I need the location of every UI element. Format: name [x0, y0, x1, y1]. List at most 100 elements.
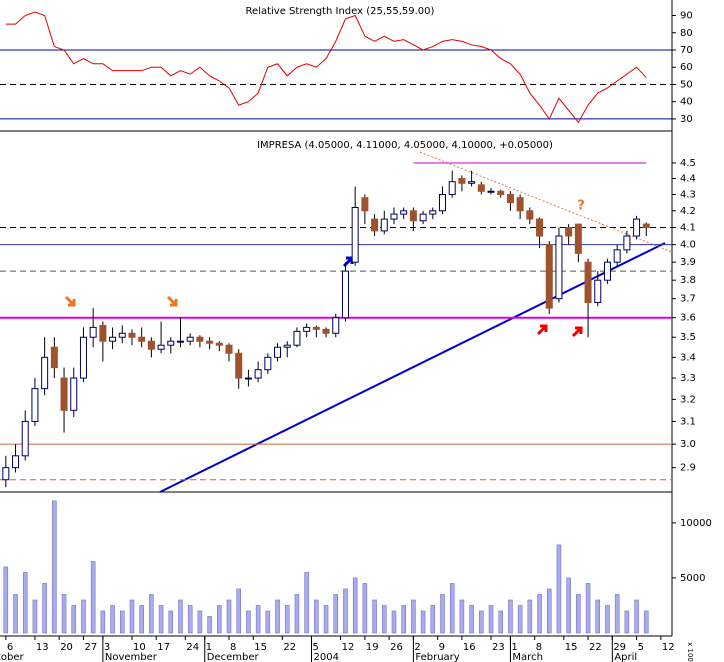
volume-bar [284, 605, 290, 634]
volume-bar [411, 599, 416, 634]
volume-bar [537, 594, 542, 634]
x-tick-label: 17 [157, 642, 170, 653]
candle-body [565, 227, 573, 237]
y-tick-label: 3.4 [680, 352, 696, 363]
volume-bar [129, 599, 135, 634]
volume-bar [508, 599, 513, 634]
volume-bar [304, 572, 309, 634]
x-tick-label: 23 [492, 642, 505, 653]
volume-bar [217, 605, 222, 634]
volume-bar [158, 605, 164, 634]
candle-body [603, 261, 611, 281]
volume-bar [372, 599, 377, 634]
x-tick-label: 8 [230, 642, 236, 653]
candle-body [497, 190, 505, 195]
volume-bar [13, 594, 18, 634]
candle-body [41, 356, 49, 390]
arrow [166, 295, 178, 307]
rsi-line [5, 11, 647, 124]
y-tick-label: 40 [680, 97, 693, 108]
candle-body [448, 181, 456, 195]
volume-bar [110, 605, 115, 634]
volume-bar [449, 583, 455, 634]
volume-bar [634, 599, 639, 634]
volume-bar [527, 599, 533, 634]
y-tick-label: 4.5 [680, 158, 696, 169]
candle-body [303, 326, 311, 332]
candle-body [293, 330, 301, 346]
candle-body [235, 352, 243, 379]
candle-body [458, 178, 466, 184]
volume-bar [226, 599, 232, 634]
candle-body [516, 197, 524, 212]
candle-body [439, 193, 447, 212]
volume-bar [469, 605, 474, 634]
volume-bar [32, 599, 38, 634]
candle-body [351, 206, 359, 263]
volume-bar [52, 500, 57, 634]
y-tick-label: 4.3 [680, 189, 696, 200]
y-tick-label: 3.5 [680, 332, 696, 343]
arrow [64, 295, 76, 307]
candle-body [274, 346, 282, 358]
volume-bar [576, 594, 581, 634]
candle-body [176, 340, 184, 343]
candle-body [322, 328, 330, 334]
annotation: ? [577, 199, 585, 214]
volume-bar [382, 605, 387, 634]
x-tick-label: 9 [439, 642, 445, 653]
volume-bar [605, 605, 610, 634]
volume-bar [644, 610, 649, 634]
candle-body [138, 336, 146, 342]
volume-bar [314, 599, 319, 634]
candle-body [50, 346, 58, 369]
volume-bar [585, 583, 591, 634]
x-tick-label: 12 [662, 642, 675, 653]
volume-bar [22, 572, 28, 634]
volume-bar [333, 594, 339, 634]
candle-body [400, 210, 408, 215]
x-tick-label: 2 [414, 642, 420, 653]
y-tick-label: 90 [680, 11, 693, 22]
candle-body [147, 340, 155, 350]
volume-bar [566, 577, 571, 634]
y-tick-label: 4.1 [680, 223, 696, 234]
candle-body [89, 326, 97, 338]
candle-body [186, 336, 194, 342]
volume-bar [90, 561, 96, 634]
volume-bar [420, 610, 426, 634]
volume-bar [624, 610, 630, 634]
volume-bar [488, 605, 494, 634]
candle-body [244, 377, 252, 380]
y-tick-label: 4.0 [680, 240, 696, 251]
x-tick-label: 1 [206, 642, 212, 653]
candle-body [623, 235, 631, 251]
candle-body [390, 213, 398, 220]
candle-body [264, 356, 272, 371]
volume-bar [236, 588, 241, 634]
volume-bar [595, 599, 601, 634]
volume-bar [323, 605, 329, 634]
volume-bar [71, 605, 77, 634]
candle-body [332, 317, 340, 334]
volume-bar [42, 583, 47, 634]
volume-bar [440, 594, 445, 634]
x-tick-label: 1 [511, 642, 517, 653]
volume-bar [187, 605, 193, 634]
candle-body [254, 369, 262, 379]
volume-bar [479, 610, 484, 634]
volume-bar [265, 610, 271, 634]
y-tick-label: 4.2 [680, 206, 696, 217]
volume-bar [149, 594, 154, 634]
x-tick-label: 26 [390, 642, 403, 653]
candle-body [429, 210, 437, 215]
volume-bar [255, 605, 261, 634]
volume-bar [81, 599, 86, 634]
candle-body [633, 218, 641, 237]
y-tick-label: 5000 [680, 573, 705, 584]
y-tick-label: 3.2 [680, 394, 696, 405]
volume-bar [352, 577, 358, 634]
volume-bar [391, 610, 397, 634]
